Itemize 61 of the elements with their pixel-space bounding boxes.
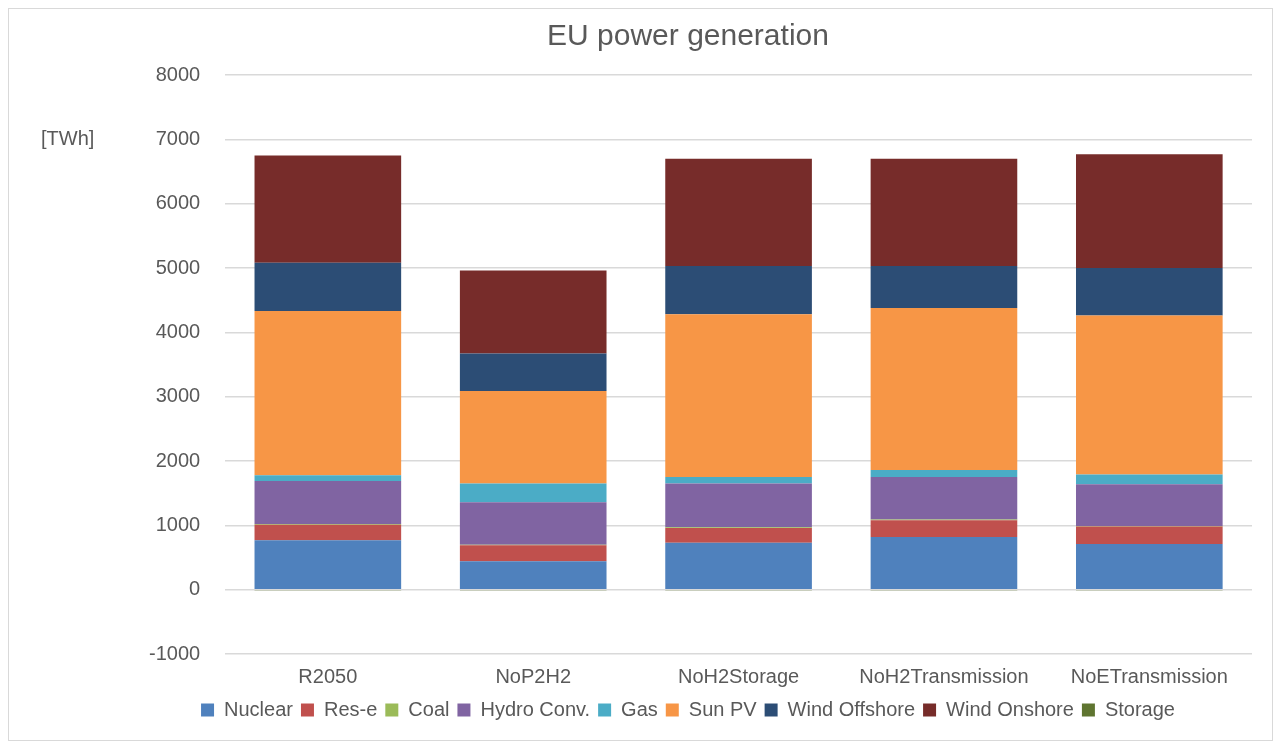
bar	[459, 561, 607, 589]
bar	[870, 536, 1018, 589]
bar	[870, 307, 1018, 471]
x-tick-label: NoH2Transmission	[859, 664, 1029, 687]
legend-label: Wind Offshore	[787, 697, 916, 720]
y-tick-label: 8000	[155, 62, 201, 85]
bar	[1076, 474, 1223, 485]
y-tick-label: 5000	[155, 255, 201, 278]
y-tick-label: 4000	[155, 319, 201, 342]
legend-label: Wind Onshore	[946, 697, 1074, 720]
bar	[254, 262, 402, 312]
bar	[459, 483, 607, 503]
chart-title: EU power generation	[547, 18, 829, 52]
bar	[1076, 526, 1223, 544]
y-tick-label: 7000	[155, 126, 201, 149]
y-tick-label: 6000	[155, 191, 201, 214]
bar	[254, 311, 402, 476]
bar	[254, 155, 402, 263]
bar	[665, 542, 812, 589]
y-tick-label: 0	[189, 577, 201, 600]
y-tick-label: 1000	[155, 512, 201, 535]
legend-label: Nuclear	[224, 697, 294, 720]
bar	[254, 475, 402, 481]
y-tick-label: 3000	[155, 384, 201, 407]
legend-label: Hydro Conv.	[480, 697, 591, 720]
bar	[870, 477, 1018, 520]
bar	[665, 477, 812, 484]
legend-label: Gas	[621, 697, 658, 720]
legend-label: Coal	[408, 697, 450, 720]
bar	[665, 483, 812, 528]
bar	[870, 266, 1018, 308]
bar	[459, 390, 607, 484]
y-tick-label: 2000	[155, 448, 201, 471]
bar	[1076, 543, 1223, 589]
legend-label: Res-e	[323, 697, 378, 720]
y-tick-label: -1000	[149, 641, 201, 664]
bar	[1076, 484, 1223, 526]
bar	[459, 545, 607, 562]
bar	[870, 158, 1018, 267]
legend-label: Sun PV	[688, 697, 758, 720]
bar	[665, 266, 812, 315]
bar	[870, 470, 1018, 478]
bar	[254, 540, 402, 589]
bar	[254, 524, 402, 541]
x-tick-label: NoH2Storage	[677, 664, 800, 687]
bar	[665, 527, 812, 543]
x-tick-label: R2050	[298, 664, 358, 687]
bar	[665, 314, 812, 478]
bar	[870, 520, 1018, 537]
y-axis-title: [TWh]	[41, 126, 95, 149]
bar	[1076, 315, 1223, 475]
bar	[459, 353, 607, 391]
bar	[1076, 154, 1223, 268]
legend-label: Storage	[1104, 697, 1175, 720]
bar	[459, 270, 607, 354]
bar	[665, 158, 812, 267]
bar	[254, 480, 402, 525]
bar	[1076, 268, 1223, 316]
x-tick-label: NoP2H2	[495, 664, 572, 687]
bar	[459, 502, 607, 545]
x-tick-label: NoETransmission	[1070, 664, 1228, 687]
